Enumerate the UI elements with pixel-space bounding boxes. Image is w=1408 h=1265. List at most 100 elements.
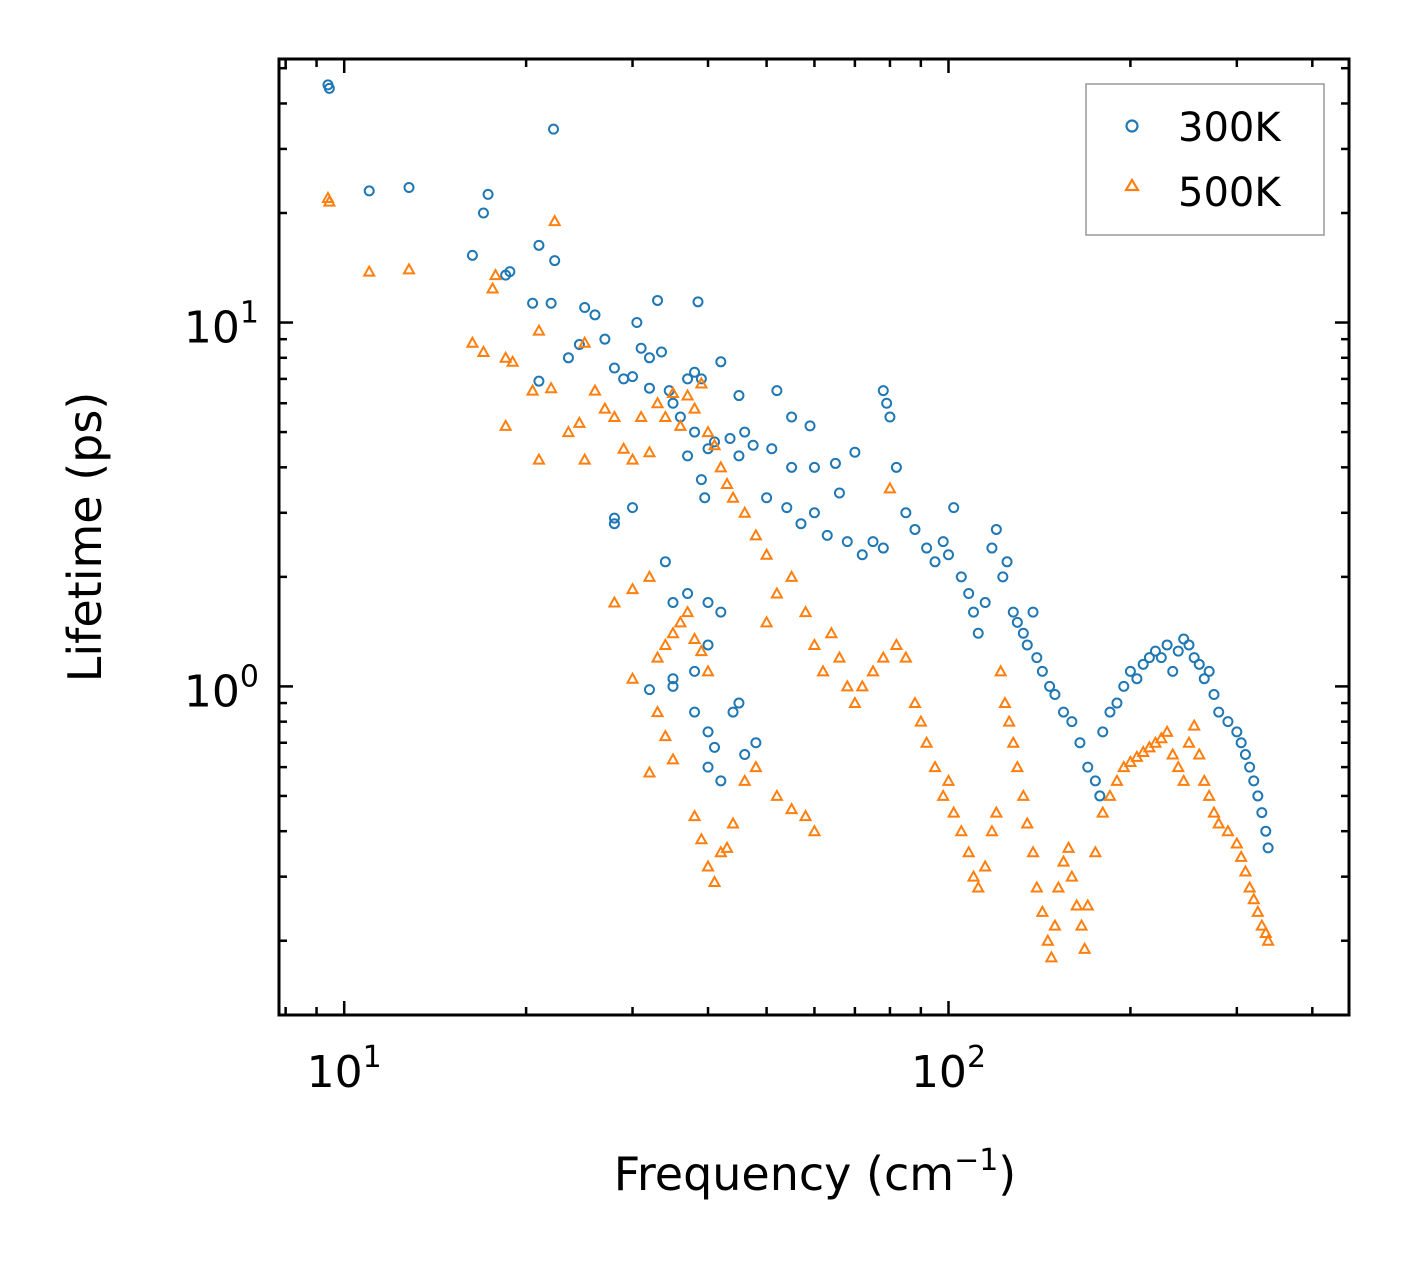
point-300k [900, 507, 912, 519]
point-500k [759, 615, 774, 628]
point-500k [498, 418, 513, 431]
point-500k [866, 664, 880, 677]
y-tick-label: 101 [184, 296, 259, 354]
point-500k [720, 476, 734, 489]
point-500k [701, 664, 715, 677]
point-300k [909, 523, 921, 535]
point-500k [1081, 898, 1095, 911]
point-500k [1259, 925, 1273, 939]
point-500k [985, 824, 999, 837]
point-300k [573, 339, 585, 351]
point-500k [1247, 892, 1261, 905]
point-300k [821, 529, 833, 541]
point-300k [877, 385, 889, 397]
point-500k [798, 605, 813, 618]
point-300k [702, 761, 714, 773]
point-500k [954, 824, 969, 837]
point-500k [989, 805, 1004, 818]
point-300k [702, 597, 714, 609]
point-300k [1007, 606, 1019, 618]
point-300k [562, 352, 574, 364]
point-500k [673, 418, 688, 431]
point-300k [786, 411, 798, 423]
point-500k [642, 765, 657, 778]
point-300k [1252, 790, 1264, 802]
point-500k [1251, 904, 1265, 917]
point-300k [1082, 761, 1094, 773]
point-300k [795, 518, 807, 530]
point-500k [673, 615, 688, 628]
point-500k [714, 460, 728, 473]
point-500k [876, 650, 890, 663]
point-500k [532, 323, 546, 336]
point-500k [1176, 773, 1191, 786]
point-500k [650, 705, 665, 718]
point-300k [739, 426, 751, 438]
series-500k [321, 190, 1275, 963]
point-500k [1026, 845, 1040, 858]
point-300k [667, 397, 679, 409]
point-300k [549, 255, 561, 267]
point-500k [738, 773, 752, 786]
y-tick-label: 100 [184, 659, 259, 717]
point-300k [482, 188, 494, 200]
point-300k [1155, 652, 1167, 664]
point-300k [699, 492, 711, 504]
point-300k [627, 502, 639, 514]
point-300k [833, 487, 845, 499]
point-500k [824, 626, 839, 639]
point-500k [946, 805, 961, 818]
legend-marker-300k [1125, 119, 1139, 133]
legend-label-500k: 500K [1178, 170, 1282, 216]
point-300k [804, 420, 816, 432]
point-300k [1118, 680, 1130, 692]
point-500k [572, 415, 587, 428]
point-500k [1088, 845, 1103, 858]
point-300k [761, 492, 773, 504]
point-300k [890, 461, 902, 473]
point-500k [577, 452, 592, 465]
point-300k [667, 673, 679, 685]
point-300k [689, 665, 701, 677]
point-300k [533, 375, 545, 387]
point-300k [533, 239, 545, 251]
point-300k [500, 269, 512, 281]
point-300k [363, 185, 375, 197]
point-300k [689, 366, 701, 378]
point-300k [1262, 842, 1274, 854]
point-300k [1203, 665, 1215, 677]
point-300k [1178, 633, 1190, 645]
point-300k [655, 346, 667, 358]
point-500k [707, 874, 722, 888]
point-500k [598, 401, 612, 414]
point-300k [733, 697, 745, 709]
point-300k [1066, 716, 1078, 728]
point-500k [1002, 714, 1016, 727]
point-300k [921, 542, 933, 554]
point-500k [694, 832, 709, 845]
x-tick-label: 101 [307, 1040, 382, 1098]
point-500k [1192, 747, 1206, 760]
point-300k [643, 684, 655, 696]
point-500k [642, 445, 657, 458]
point-500k [770, 586, 784, 599]
point-300k [659, 556, 671, 568]
point-500k [687, 631, 702, 644]
point-300k [667, 597, 679, 609]
point-500k [577, 335, 592, 348]
point-500k [919, 735, 934, 748]
point-300k [652, 294, 664, 306]
point-300k [1074, 737, 1086, 749]
point-300k [1183, 639, 1195, 651]
point-300k [929, 556, 941, 568]
point-500k [616, 441, 631, 454]
point-300k [1213, 706, 1225, 718]
point-300k [808, 461, 820, 473]
point-300k [990, 523, 1002, 535]
point-500k [1166, 747, 1180, 760]
point-500k [1221, 824, 1235, 837]
point-500k [588, 383, 602, 396]
point-300k [979, 597, 991, 609]
point-300k [1111, 697, 1123, 709]
